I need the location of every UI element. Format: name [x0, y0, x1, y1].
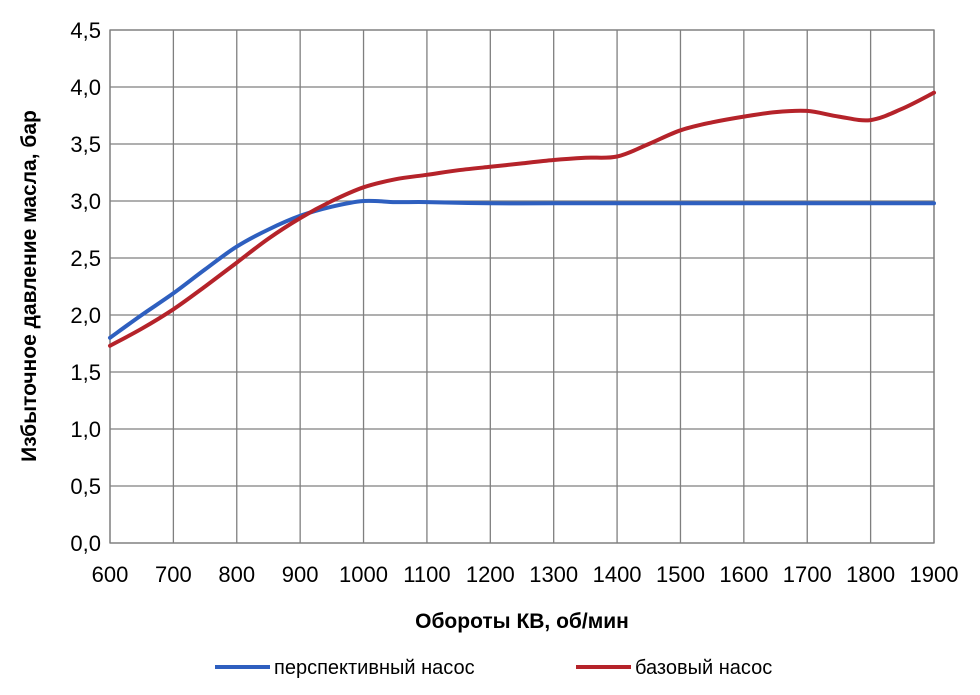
y-tick-label: 3,5: [70, 132, 101, 157]
x-tick-label: 1900: [910, 562, 959, 587]
y-tick-label: 1,5: [70, 360, 101, 385]
x-tick-label: 900: [282, 562, 319, 587]
y-tick-label: 3,0: [70, 189, 101, 214]
legend: перспективный насос базовый насос: [215, 657, 772, 679]
x-axis-ticks: 600 700 800 900 1000 1100 1200 1300 1400 1500 1600…: [92, 562, 959, 587]
x-tick-label: 1000: [339, 562, 388, 587]
x-tick-label: 600: [92, 562, 129, 587]
y-tick-label: 2,5: [70, 246, 101, 271]
legend-label-series-1: перспективный насос: [274, 657, 475, 679]
y-tick-label: 0,5: [70, 474, 101, 499]
x-tick-label: 1600: [719, 562, 768, 587]
y-axis-title: Избыточное давление масла, бар: [18, 110, 41, 462]
x-tick-label: 1800: [846, 562, 895, 587]
legend-label-series-2: базовый насос: [635, 657, 772, 679]
y-tick-label: 1,0: [70, 417, 101, 442]
series-line-1: [108, 198, 936, 340]
plot-frame: [109, 29, 935, 544]
series-line-2: [108, 90, 936, 348]
x-tick-label: 1700: [783, 562, 832, 587]
x-axis-title: Обороты КВ, об/мин: [415, 610, 629, 633]
grid: [109, 29, 935, 544]
x-tick-label: 1100: [403, 562, 450, 587]
y-tick-label: 4,5: [70, 18, 101, 43]
x-tick-label: 1400: [593, 562, 642, 587]
y-tick-label: 4,0: [70, 75, 101, 100]
y-tick-label: 0,0: [70, 531, 101, 556]
x-tick-label: 700: [155, 562, 192, 587]
y-axis-ticks: 0,0 0,5 1,0 1,5 2,0 2,5 3,0 3,5 4,0 4,5: [70, 18, 101, 556]
x-tick-label: 1500: [656, 562, 705, 587]
y-tick-label: 2,0: [70, 303, 101, 328]
x-tick-label: 800: [218, 562, 255, 587]
x-tick-label: 1200: [466, 562, 515, 587]
series-layer: [108, 90, 936, 348]
x-tick-label: 1300: [529, 562, 578, 587]
